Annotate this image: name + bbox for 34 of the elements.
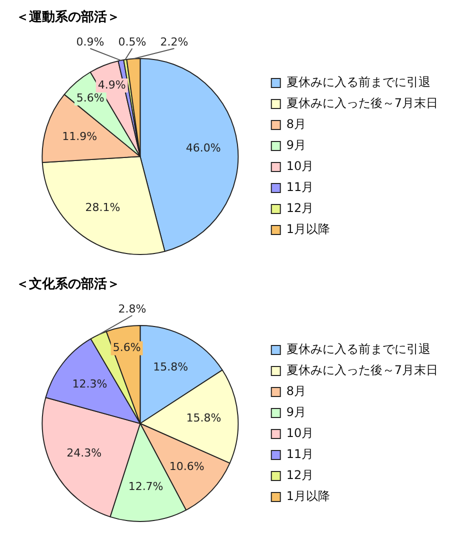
data-label: 11.9% [62, 130, 98, 143]
legend-label: 12月 [286, 201, 314, 216]
data-label: 24.3% [66, 446, 102, 460]
legend-label: 10月 [286, 426, 314, 440]
data-label: 28.1% [85, 200, 120, 214]
legend-label: 9月 [286, 138, 306, 152]
data-label: 2.8% [118, 302, 146, 316]
legend-label: 1月以降 [286, 489, 330, 504]
data-label: 0.5% [118, 35, 146, 48]
data-label: 2.2% [160, 35, 188, 48]
data-label: 15.8% [153, 360, 188, 374]
data-label: 12.3% [72, 378, 108, 391]
data-label: 10.6% [169, 460, 204, 473]
legend-label: 12月 [286, 468, 314, 482]
data-label: 5.6% [76, 91, 104, 104]
data-label: 5.6% [112, 341, 141, 354]
legend-label: 9月 [286, 405, 306, 420]
legend-label: 8月 [286, 384, 306, 398]
legend-label: 11月 [286, 447, 314, 462]
data-label: 4.9% [98, 78, 126, 92]
data-label: 46.0% [186, 141, 221, 154]
legend-label: 10月 [286, 159, 314, 174]
data-label: 12.7% [128, 480, 164, 493]
legend-label: 8月 [286, 117, 306, 132]
legend-label: 夏休みに入る前までに引退 [286, 342, 430, 356]
legend-label: 1月以降 [286, 222, 330, 236]
legend-label: 夏休みに入った後～7月末日 [286, 96, 438, 110]
data-label: 15.8% [186, 411, 222, 424]
data-label: 0.9% [76, 35, 104, 48]
chart-title: ＜運動系の部活＞ [16, 8, 121, 26]
legend-label: 夏休みに入る前までに引退 [286, 75, 430, 90]
legend-label: 11月 [286, 180, 314, 194]
chart-title: ＜文化系の部活＞ [16, 276, 121, 293]
legend-label: 夏休みに入った後～7月末日 [286, 363, 438, 378]
